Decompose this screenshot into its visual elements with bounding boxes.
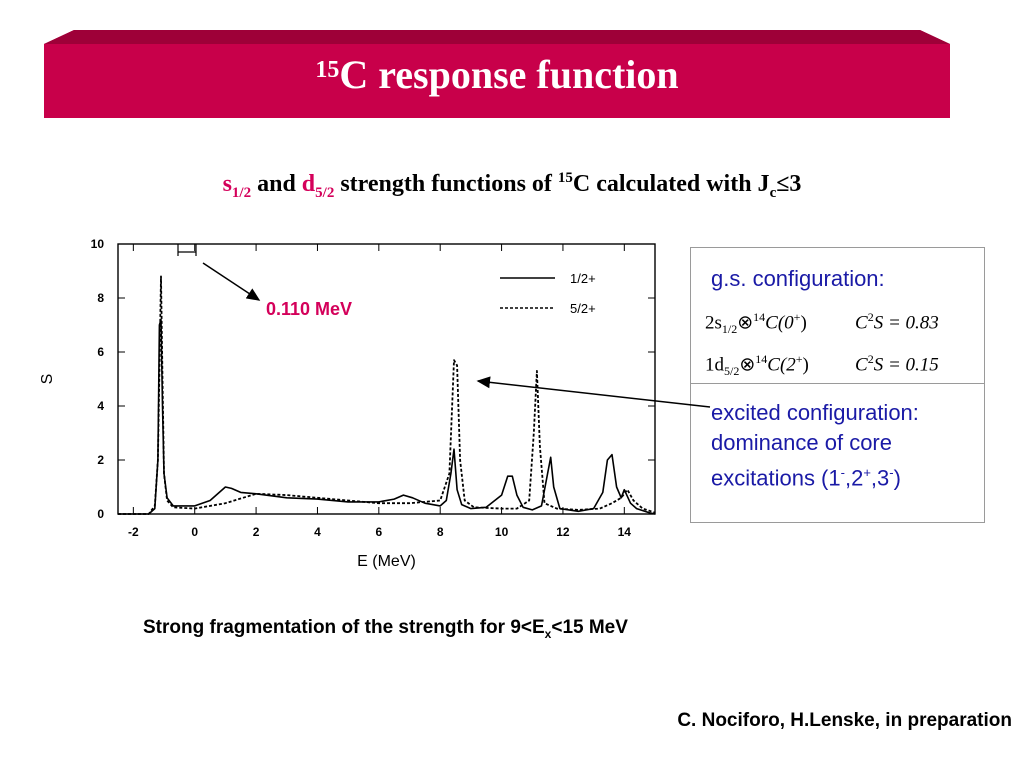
x-tick-label: 4	[314, 525, 321, 539]
title-banner: 15 C response function	[44, 30, 950, 118]
legend-label: 5/2+	[570, 301, 596, 316]
x-axis-label: E (MeV)	[357, 553, 416, 570]
fragmentation-note: Strong fragmentation of the strength for…	[143, 617, 628, 641]
series-line-five-half	[118, 275, 656, 515]
y-tick-label: 10	[91, 237, 105, 251]
x-tick-label: 6	[375, 525, 382, 539]
x-tick-label: 2	[253, 525, 260, 539]
subtitle: s1/2 and d5/2 strength functions of 15C …	[222, 170, 802, 201]
legend-label: 1/2+	[570, 271, 596, 286]
credit-text: C. Nociforo, H.Lenske, in preparation	[677, 710, 1012, 731]
y-axis-label: S	[39, 374, 56, 385]
box-divider	[691, 383, 984, 384]
spectroscopic-factor-d52: C2S = 0.15	[855, 352, 939, 376]
gs-formula-s12: 2s1/2⊗14C(0+) C2S = 0.83	[705, 310, 939, 337]
y-tick-label: 6	[97, 345, 104, 359]
plot-frame	[117, 243, 656, 515]
page-title: 15 C response function	[315, 51, 679, 97]
x-tick-label: 12	[556, 525, 570, 539]
gs-configuration-title: g.s. configuration:	[711, 266, 885, 291]
x-tick-label: -2	[128, 525, 139, 539]
series-line-one-half	[118, 318, 656, 515]
y-tick-label: 2	[97, 453, 104, 467]
spectroscopic-factor-s12: C2S = 0.83	[855, 310, 939, 334]
x-tick-label: 10	[495, 525, 509, 539]
x-tick-label: 14	[618, 525, 632, 539]
excited-configuration-text: excited configuration: dominance of core…	[711, 400, 919, 491]
y-tick-label: 4	[97, 399, 104, 413]
y-tick-label: 0	[97, 507, 104, 521]
banner-background	[44, 30, 950, 118]
strength-function-chart: -2 0 2 4 6 8 10 12 14 0 2 4 6 8 10 E (MeV) S 1/2+ 5/2+	[39, 237, 656, 570]
y-tick-label: 8	[97, 291, 104, 305]
gs-formula-d52: 1d5/2⊗14C(2+) C2S = 0.15	[705, 352, 939, 379]
x-tick-label: 0	[191, 525, 198, 539]
width-annotation-label: 0.110 MeV	[266, 299, 353, 319]
configuration-box: g.s. configuration: 2s1/2⊗14C(0+) C2S = …	[690, 247, 985, 523]
x-tick-label: 8	[437, 525, 444, 539]
